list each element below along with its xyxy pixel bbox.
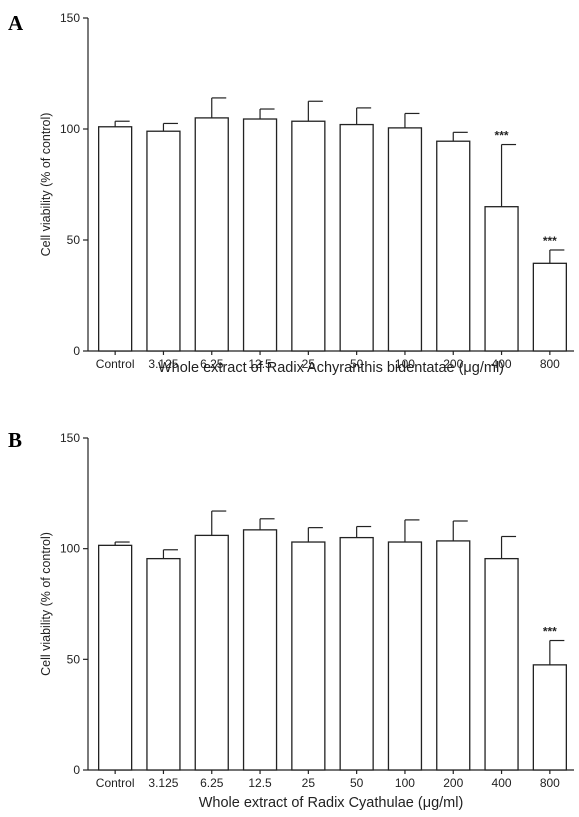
x-tick-label: 3.125 <box>148 357 178 371</box>
x-axis-label: Whole extract of Radix Achyranthis biden… <box>158 360 504 376</box>
bar <box>291 541 326 771</box>
panel-a: A 0 50 100 150 Cell viability (% of control) C… <box>8 11 574 376</box>
x-tick-label: 6.25 <box>200 776 224 790</box>
x-tick-label: 800 <box>540 357 560 371</box>
x-tick-label: 400 <box>492 357 512 371</box>
y-tick-label: 0 <box>73 763 80 777</box>
bar <box>146 557 181 771</box>
x-axis-label: Whole extract of Radix Cyathulae (μg/ml) <box>199 795 464 811</box>
y-tick-label: 50 <box>67 652 81 666</box>
y-tick-label: 100 <box>60 122 80 136</box>
x-tick-label: 3.125 <box>148 776 178 790</box>
x-tick-label: 12.5 <box>248 357 272 371</box>
x-tick-label: Control <box>96 776 135 790</box>
x-tick-label: 800 <box>540 776 560 790</box>
x-tick-label: 200 <box>443 357 463 371</box>
y-tick-label: 150 <box>60 431 80 445</box>
bar <box>484 557 519 771</box>
bar <box>339 123 374 352</box>
bar <box>242 118 278 352</box>
significance-label: *** <box>543 625 557 639</box>
x-tick-label: 12.5 <box>248 776 272 790</box>
y-axis-label: Cell viability (% of control) <box>39 113 53 257</box>
bar <box>98 544 133 771</box>
bar <box>532 262 567 352</box>
significance-label: *** <box>495 129 509 143</box>
bar <box>484 206 519 352</box>
x-tick-label: 200 <box>443 776 463 790</box>
bar <box>98 126 133 352</box>
y-tick-label: 0 <box>73 344 80 358</box>
x-tick-label: 400 <box>492 776 512 790</box>
panel-b: B 0 50 100 150 Cell viability (% of control) C… <box>8 428 574 811</box>
bar <box>291 120 326 352</box>
x-tick-label: 100 <box>395 357 415 371</box>
bar <box>532 664 567 771</box>
panel-letter: A <box>8 11 24 35</box>
bar <box>436 140 471 352</box>
x-tick-label: 100 <box>395 776 415 790</box>
y-tick-label: 100 <box>60 542 80 556</box>
bar <box>242 529 278 771</box>
significance-label: *** <box>543 234 557 248</box>
bar <box>194 117 229 352</box>
panel-letter: B <box>8 428 22 452</box>
y-tick-label: 150 <box>60 11 80 25</box>
y-tick-label: 50 <box>67 233 81 247</box>
x-tick-label: Control <box>96 357 135 371</box>
x-tick-label: 50 <box>350 776 364 790</box>
x-tick-label: 25 <box>302 357 316 371</box>
bar <box>387 541 423 771</box>
bar <box>436 540 471 771</box>
x-tick-label: 6.25 <box>200 357 224 371</box>
bar <box>146 130 181 352</box>
bar <box>194 534 229 771</box>
x-tick-label: 25 <box>302 776 316 790</box>
bar <box>387 127 423 352</box>
y-axis-label: Cell viability (% of control) <box>39 532 53 676</box>
bar <box>339 536 374 771</box>
x-tick-label: 50 <box>350 357 364 371</box>
